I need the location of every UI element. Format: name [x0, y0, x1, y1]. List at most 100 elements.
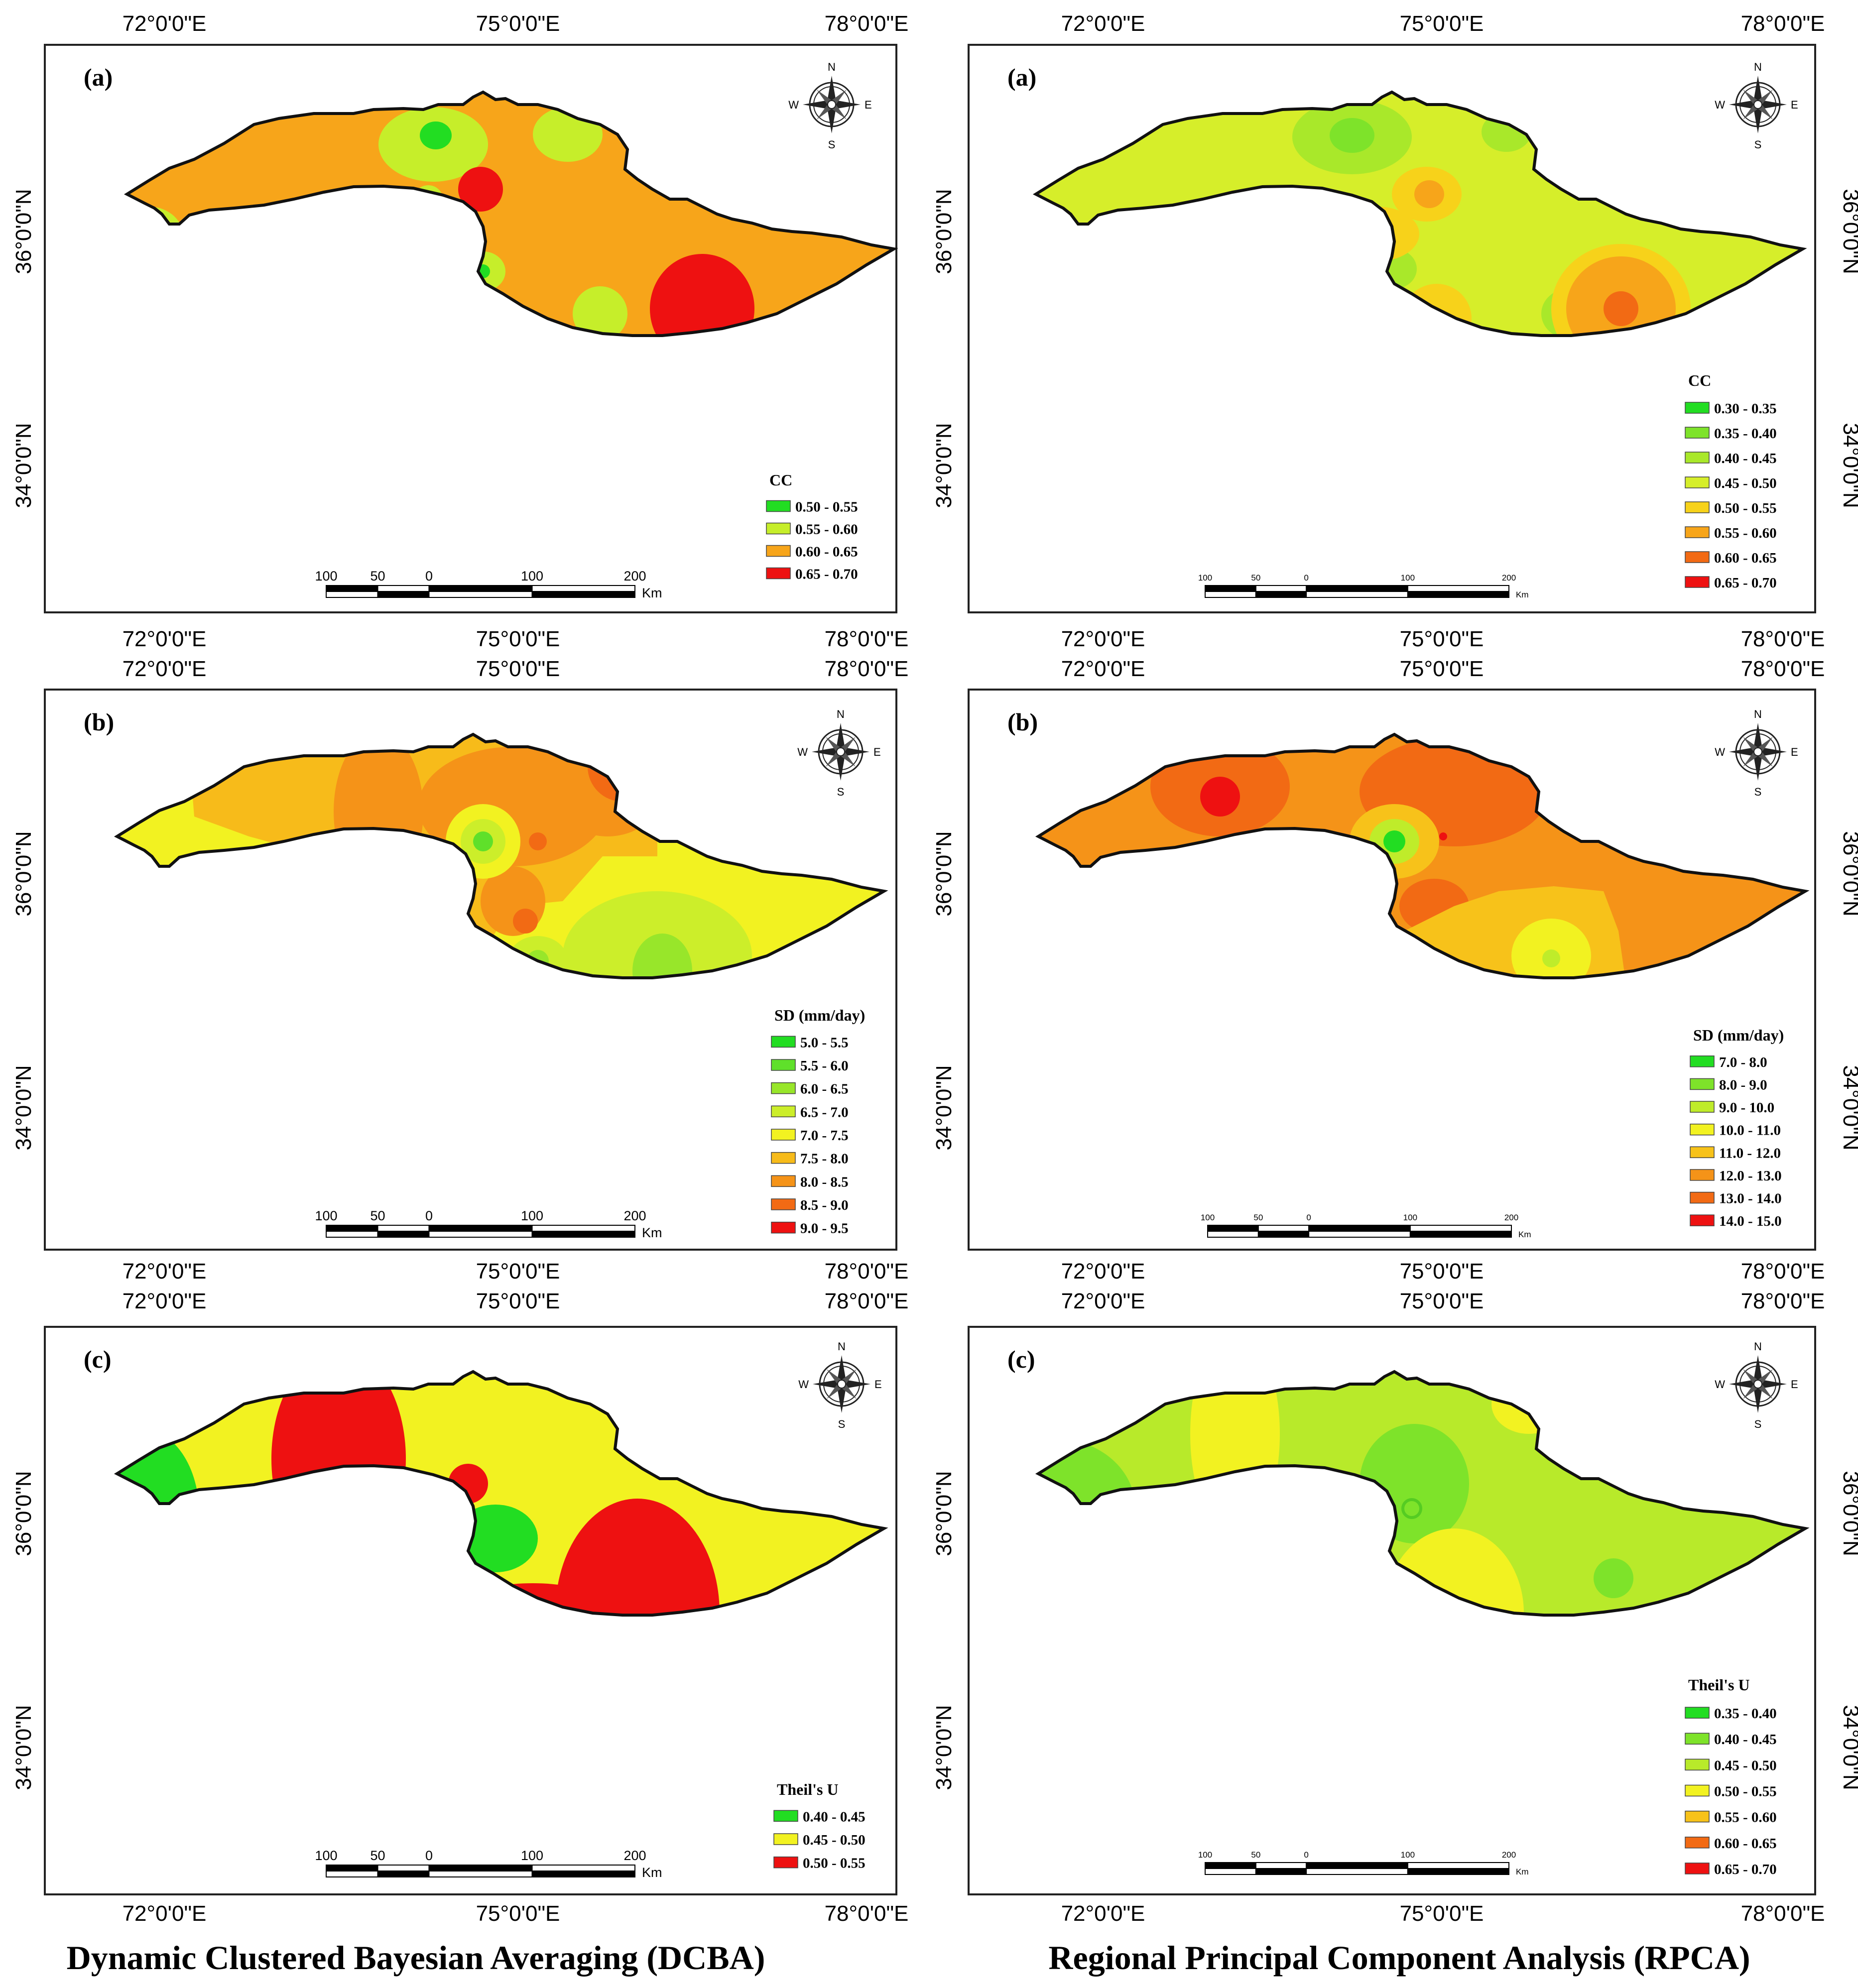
legend-label: 8.0 - 8.5 — [800, 1174, 849, 1190]
lon-label: 75°0'0"E — [476, 1901, 560, 1926]
lon-label: 72°0'0"E — [123, 1289, 207, 1313]
scale-tick: 0 — [425, 1208, 433, 1223]
lon-label: 78°0'0"E — [1741, 1289, 1825, 1313]
legend: Theil's U 0.40 - 0.45 0.45 - 0.50 0.50 - 0.… — [773, 1780, 866, 1871]
scale-tick: 50 — [1251, 573, 1260, 583]
legend-swatch — [1685, 427, 1710, 439]
legend-item: 0.50 - 0.55 — [1685, 1784, 1777, 1800]
legend-item: 7.0 - 7.5 — [771, 1128, 849, 1144]
legend-label: 6.0 - 6.5 — [800, 1081, 849, 1097]
legend-swatch — [771, 1129, 796, 1141]
legend: Theil's U 0.35 - 0.40 0.40 - 0.45 0.45 - 0.… — [1685, 1676, 1777, 1877]
lat-label: 36°0'0"N — [932, 189, 956, 274]
legend-label: 10.0 - 11.0 — [1719, 1123, 1781, 1139]
lon-label: 78°0'0"E — [825, 627, 909, 651]
legend-label: 0.40 - 0.45 — [1714, 451, 1777, 467]
panel-dcba-cc: (a) — [44, 44, 897, 613]
scale-tick: 50 — [1251, 1850, 1260, 1860]
legend-label: 5.5 - 6.0 — [800, 1058, 849, 1074]
right-caption: Regional Principal Component Analysis (R… — [1048, 1939, 1750, 1977]
lon-label: 75°0'0"E — [476, 627, 560, 651]
lon-label: 75°0'0"E — [1400, 657, 1484, 681]
legend-swatch — [771, 1175, 796, 1187]
lat-label: 34°0'0"N — [932, 423, 956, 508]
legend-swatch — [1685, 1810, 1710, 1823]
svg-text:E: E — [1791, 746, 1798, 758]
legend-item: 0.50 - 0.55 — [766, 499, 858, 515]
legend-label: 0.65 - 0.70 — [1714, 1862, 1777, 1877]
lat-label: 34°0'0"N — [11, 423, 36, 508]
panel-dcba-theil: (c) — [44, 1326, 897, 1895]
north-arrow-icon: N S E W — [1715, 1340, 1798, 1430]
scale-tick: 50 — [1253, 1213, 1263, 1222]
north-arrow-icon: N S E W — [798, 1340, 881, 1430]
scale-tick: 0 — [425, 569, 433, 584]
legend-item: 0.55 - 0.60 — [1685, 1810, 1777, 1826]
legend-swatch — [1685, 501, 1710, 513]
legend-item: 0.40 - 0.45 — [1685, 451, 1777, 467]
lon-label: 75°0'0"E — [1400, 1289, 1484, 1313]
scale-tick: 0 — [1304, 1850, 1308, 1860]
legend-label: 0.50 - 0.55 — [1714, 1784, 1777, 1800]
scale-tick: 100 — [521, 1208, 543, 1223]
legend-label: 0.45 - 0.50 — [1714, 1757, 1777, 1773]
lon-label: 78°0'0"E — [1741, 11, 1825, 36]
svg-text:N: N — [1754, 1340, 1762, 1353]
scale-unit: Km — [1516, 590, 1529, 599]
legend-item: 0.55 - 0.60 — [1685, 525, 1777, 541]
scale-unit: Km — [1516, 1867, 1529, 1876]
legend-item: 0.45 - 0.50 — [773, 1832, 866, 1848]
legend-item: 0.45 - 0.50 — [1685, 475, 1777, 491]
lon-label: 72°0'0"E — [123, 1259, 207, 1284]
lon-label: 78°0'0"E — [1741, 1259, 1825, 1284]
legend-swatch — [1685, 402, 1710, 414]
lon-label: 72°0'0"E — [1061, 1901, 1145, 1926]
lon-label: 78°0'0"E — [1741, 627, 1825, 651]
north-arrow-icon: N S E W — [1715, 708, 1798, 798]
scale-tick: 200 — [1502, 573, 1516, 583]
svg-text:E: E — [874, 1378, 882, 1391]
lon-label: 78°0'0"E — [1741, 1901, 1825, 1926]
legend-label: 0.45 - 0.50 — [1714, 475, 1777, 491]
legend-swatch — [1685, 1863, 1710, 1874]
legend-title: CC — [769, 471, 792, 489]
legend-item: 9.0 - 10.0 — [1690, 1100, 1774, 1116]
panel-label: (b) — [1007, 708, 1038, 736]
legend-swatch — [1685, 1784, 1710, 1797]
legend-label: 9.0 - 9.5 — [800, 1221, 849, 1237]
lon-label: 72°0'0"E — [123, 11, 207, 36]
lon-label: 78°0'0"E — [825, 11, 909, 36]
legend-title: Theil's U — [1688, 1676, 1750, 1694]
lon-label: 75°0'0"E — [476, 11, 560, 36]
legend-swatch — [771, 1059, 796, 1071]
lon-label: 75°0'0"E — [1400, 11, 1484, 36]
legend-label: 0.65 - 0.70 — [1714, 575, 1777, 591]
legend-label: 0.40 - 0.45 — [1714, 1732, 1777, 1748]
legend-swatch — [771, 1152, 796, 1164]
legend-swatch — [1685, 551, 1710, 563]
scale-tick: 50 — [371, 569, 385, 584]
svg-text:E: E — [873, 746, 881, 758]
panel-label: (a) — [1007, 63, 1036, 91]
scale-tick: 200 — [623, 1848, 646, 1863]
lat-label: 36°0'0"N — [11, 1471, 36, 1556]
lat-label: 34°0'0"N — [1839, 1705, 1858, 1790]
panel-rpca-sd: (b) — [968, 689, 1816, 1251]
legend-item: 0.60 - 0.65 — [1685, 550, 1777, 566]
legend-label: 0.60 - 0.65 — [1714, 550, 1777, 566]
legend-swatch — [1690, 1214, 1715, 1226]
svg-text:S: S — [828, 138, 836, 151]
scale-tick: 100 — [1401, 1850, 1415, 1860]
svg-text:E: E — [865, 99, 872, 111]
lon-label: 72°0'0"E — [123, 627, 207, 651]
panel-label: (c) — [84, 1345, 112, 1373]
legend-item: 0.30 - 0.35 — [1685, 401, 1777, 417]
legend-swatch — [1685, 1837, 1710, 1849]
scale-tick: 200 — [1502, 1850, 1516, 1860]
